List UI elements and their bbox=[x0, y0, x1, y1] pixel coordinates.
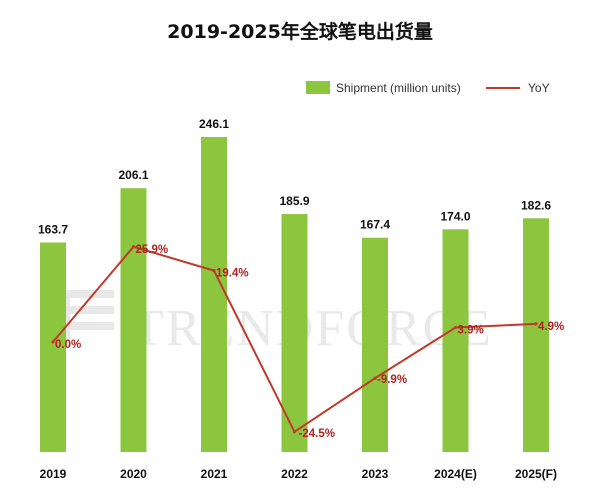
bar-2023 bbox=[362, 237, 388, 452]
yoy-value-label: 4.9% bbox=[538, 321, 564, 333]
legend-bar-swatch bbox=[306, 81, 330, 94]
x-tick-label: 2024(E) bbox=[434, 467, 477, 481]
watermark-text: TRENDFORCE bbox=[132, 300, 493, 357]
bar-value-label: 167.4 bbox=[360, 218, 390, 232]
x-tick-label: 2023 bbox=[362, 467, 389, 481]
watermark-logo-icon bbox=[62, 290, 114, 346]
yoy-value-label: -24.5% bbox=[299, 428, 335, 440]
yoy-point-2019 bbox=[51, 340, 55, 344]
yoy-point-2020 bbox=[131, 245, 136, 249]
bar-2021 bbox=[201, 136, 227, 452]
bar-2022 bbox=[281, 214, 308, 452]
yoy-value-label: 25.9% bbox=[136, 244, 169, 256]
legend-bar-label: Shipment (million units) bbox=[336, 81, 461, 95]
bar-value-label: 163.7 bbox=[38, 222, 68, 236]
yoy-point-2023 bbox=[373, 376, 377, 380]
yoy-series bbox=[51, 245, 538, 434]
bar-2024(E) bbox=[442, 229, 469, 452]
yoy-value-label: 3.9% bbox=[458, 325, 484, 337]
yoy-value-label: 19.4% bbox=[216, 268, 249, 280]
bar-value-label: 246.1 bbox=[199, 117, 229, 131]
bar-value-label: 182.6 bbox=[521, 198, 551, 212]
bar-2020 bbox=[120, 188, 147, 452]
x-tick-label: 2021 bbox=[201, 467, 228, 481]
bar-value-label: 206.1 bbox=[118, 168, 148, 182]
bar-value-label: 185.9 bbox=[279, 194, 309, 208]
x-tick-label: 2022 bbox=[281, 467, 308, 481]
x-tick-label: 2020 bbox=[120, 467, 147, 481]
bar-2019 bbox=[40, 242, 66, 452]
yoy-point-2025(F) bbox=[534, 322, 538, 326]
yoy-point-2022 bbox=[292, 430, 297, 434]
x-axis: 2019 2020 2021 2022 2023 2024(E) 2025(F) bbox=[40, 467, 557, 481]
yoy-value-label: -9.9% bbox=[377, 374, 407, 386]
bar-value-label: 174.0 bbox=[440, 209, 470, 223]
legend-line-label: YoY bbox=[528, 81, 550, 95]
chart-title: 2019-2025年全球笔电出货量 bbox=[167, 20, 433, 43]
yoy-point-2021 bbox=[212, 269, 216, 273]
legend: Shipment (million units) YoY bbox=[306, 81, 550, 95]
bar-value-labels: 163.7 206.1 246.1 185.9 167.4 174.0 182.6 bbox=[38, 117, 551, 236]
yoy-value-labels: 0.0% 25.9% 19.4% -24.5% -9.9% 3.9% 4.9% bbox=[55, 244, 564, 440]
yoy-point-2024(E) bbox=[453, 325, 458, 330]
bar-2025(F) bbox=[523, 218, 549, 452]
x-tick-label: 2025(F) bbox=[515, 467, 557, 481]
x-tick-label: 2019 bbox=[40, 467, 67, 481]
bar-series bbox=[40, 136, 549, 452]
yoy-value-label: 0.0% bbox=[55, 339, 81, 351]
